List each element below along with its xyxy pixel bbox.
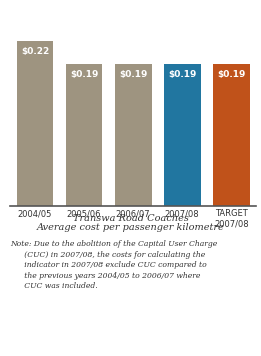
Bar [115,63,151,206]
Text: Transwa Road Coaches: Transwa Road Coaches [73,214,188,224]
Text: $0.19: $0.19 [168,69,196,79]
Text: $0.19: $0.19 [70,69,98,79]
Text: $0.19: $0.19 [217,69,245,79]
Bar [164,63,201,206]
Text: Average cost per passenger kilometre: Average cost per passenger kilometre [37,223,224,232]
Bar [66,63,102,206]
Bar [17,41,54,206]
Text: $0.19: $0.19 [119,69,147,79]
Text: $0.22: $0.22 [21,47,49,56]
Bar [213,63,250,206]
Text: Note: Due to the abolition of the Capital User Charge
      (CUC) in 2007/08, th: Note: Due to the abolition of the Capita… [10,240,218,290]
